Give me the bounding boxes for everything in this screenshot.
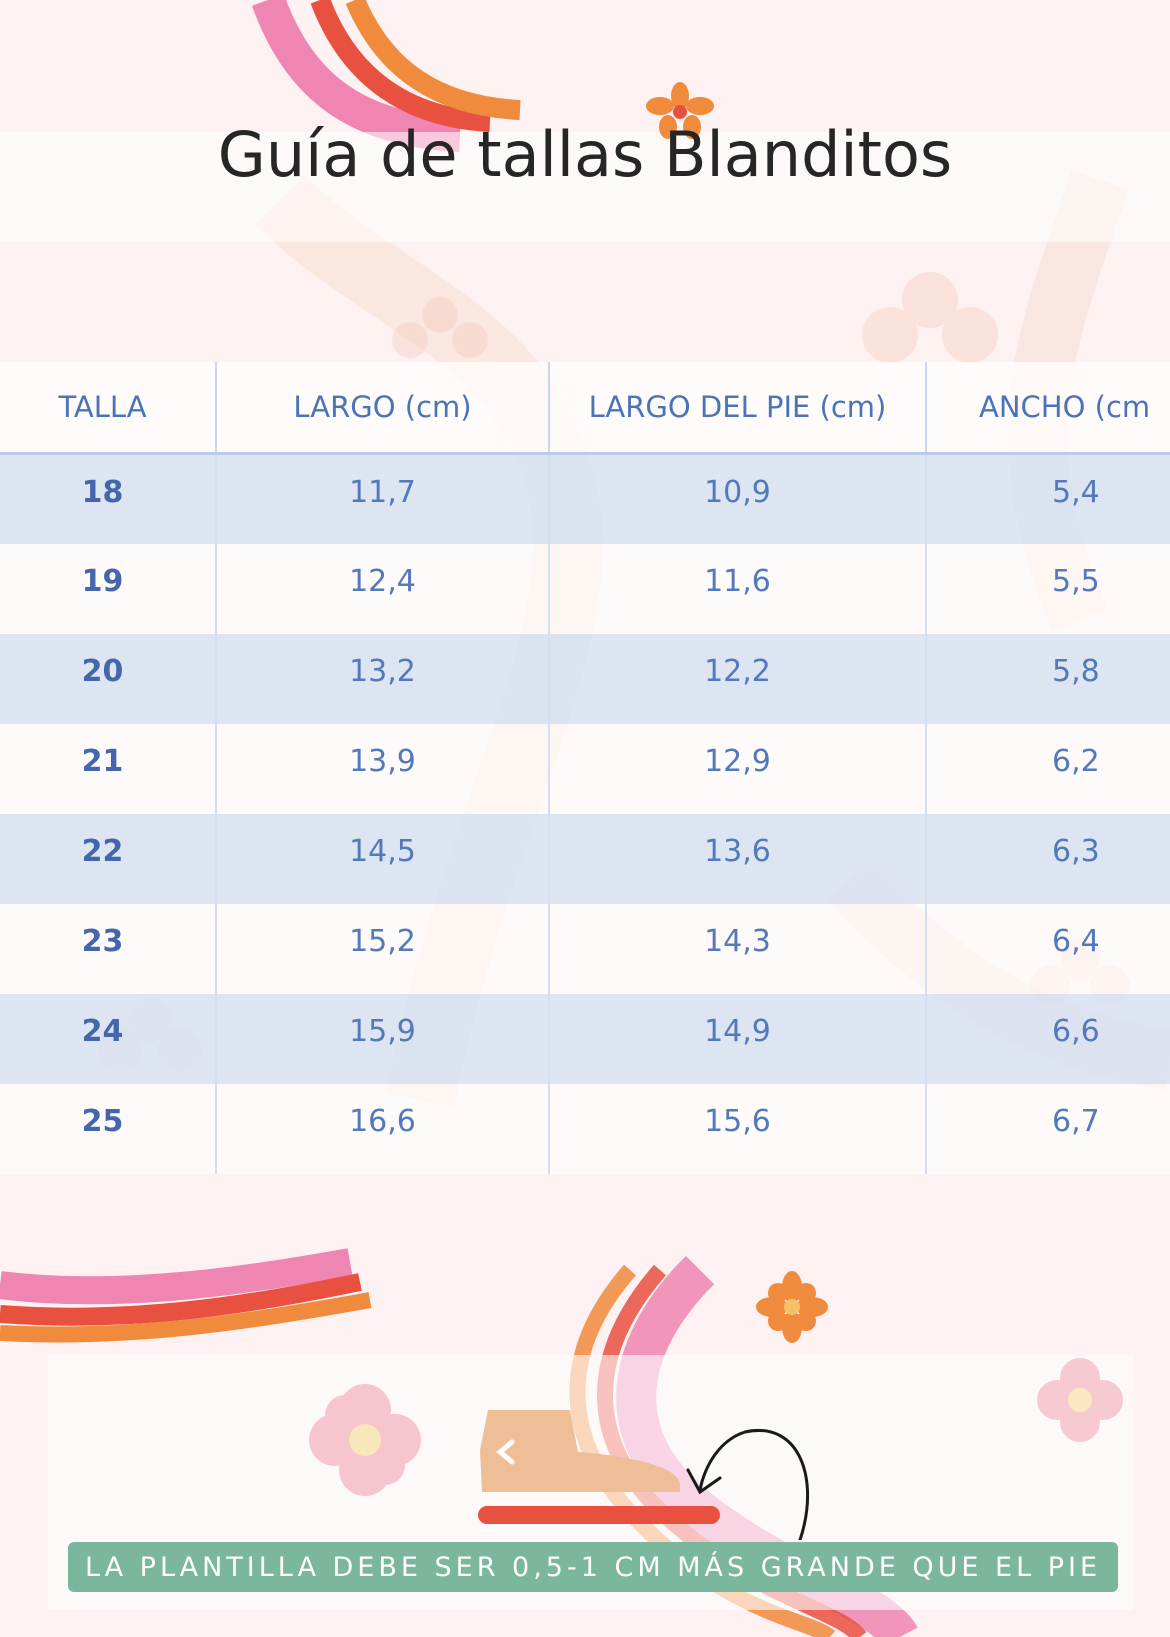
curved-arrow-icon xyxy=(686,1429,809,1540)
size-table: TALLA LARGO (cm) LARGO DEL PIE (cm) ANCH… xyxy=(0,362,1170,1174)
cell-ancho: 6,6 xyxy=(926,993,1170,1084)
cell-largo-pie: 12,2 xyxy=(549,633,927,724)
cell-ancho: 6,3 xyxy=(926,813,1170,904)
cell-largo: 14,5 xyxy=(216,813,550,904)
cell-talla: 19 xyxy=(0,543,217,634)
cell-largo-pie: 14,3 xyxy=(549,903,927,994)
cell-talla: 18 xyxy=(0,453,217,544)
foot-illustration xyxy=(309,1271,1123,1540)
cell-largo-pie: 11,6 xyxy=(549,543,927,634)
table-row: 21 13,9 12,9 6,2 xyxy=(0,723,1170,814)
cell-ancho: 6,4 xyxy=(926,903,1170,994)
flower-icon xyxy=(756,1271,828,1343)
table-row: 19 12,4 11,6 5,5 xyxy=(0,543,1170,634)
cell-largo-pie: 10,9 xyxy=(549,453,927,544)
cell-largo-pie: 14,9 xyxy=(549,993,927,1084)
table-row: 20 13,2 12,2 5,8 xyxy=(0,633,1170,724)
cell-largo: 16,6 xyxy=(216,1083,550,1174)
cell-talla: 21 xyxy=(0,723,217,814)
cell-ancho: 5,4 xyxy=(926,453,1170,544)
cell-talla: 24 xyxy=(0,993,217,1084)
cell-largo: 13,9 xyxy=(216,723,550,814)
cell-largo: 13,2 xyxy=(216,633,550,724)
cell-ancho: 6,2 xyxy=(926,723,1170,814)
table-row: 22 14,5 13,6 6,3 xyxy=(0,813,1170,904)
cell-ancho: 5,5 xyxy=(926,543,1170,634)
header-largo-pie: LARGO DEL PIE (cm) xyxy=(549,362,927,455)
table-row: 24 15,9 14,9 6,6 xyxy=(0,993,1170,1084)
cell-largo-pie: 13,6 xyxy=(549,813,927,904)
left-rainbow-band xyxy=(0,1248,372,1343)
cell-talla: 22 xyxy=(0,813,217,904)
table-row: 18 11,7 10,9 5,4 xyxy=(0,453,1170,544)
top-rainbow-swoosh xyxy=(251,0,521,152)
title-band xyxy=(0,132,1170,242)
cell-talla: 23 xyxy=(0,903,217,994)
table-header-row: TALLA LARGO (cm) LARGO DEL PIE (cm) ANCH… xyxy=(0,362,1170,455)
flower-icon xyxy=(646,82,714,139)
cell-largo-pie: 12,9 xyxy=(549,723,927,814)
flower-icon xyxy=(309,1384,421,1496)
foot-icon xyxy=(480,1410,680,1492)
cell-largo: 15,2 xyxy=(216,903,550,994)
cell-largo: 12,4 xyxy=(216,543,550,634)
cell-ancho: 5,8 xyxy=(926,633,1170,724)
cell-talla: 25 xyxy=(0,1083,217,1174)
cell-largo: 11,7 xyxy=(216,453,550,544)
cell-largo: 15,9 xyxy=(216,993,550,1084)
note-banner: LA PLANTILLA DEBE SER 0,5-1 CM MÁS GRAND… xyxy=(68,1542,1118,1592)
table-row: 23 15,2 14,3 6,4 xyxy=(0,903,1170,994)
header-largo: LARGO (cm) xyxy=(216,362,550,455)
table-row: 25 16,6 15,6 6,7 xyxy=(0,1083,1170,1174)
cell-ancho: 6,7 xyxy=(926,1083,1170,1174)
cell-largo-pie: 15,6 xyxy=(549,1083,927,1174)
flower-icon xyxy=(1037,1358,1123,1442)
page-title: Guía de tallas Blanditos xyxy=(217,118,953,191)
cell-talla: 20 xyxy=(0,633,217,724)
insole-icon xyxy=(478,1506,720,1524)
header-ancho: ANCHO (cm xyxy=(926,362,1170,455)
header-talla: TALLA xyxy=(0,362,217,455)
